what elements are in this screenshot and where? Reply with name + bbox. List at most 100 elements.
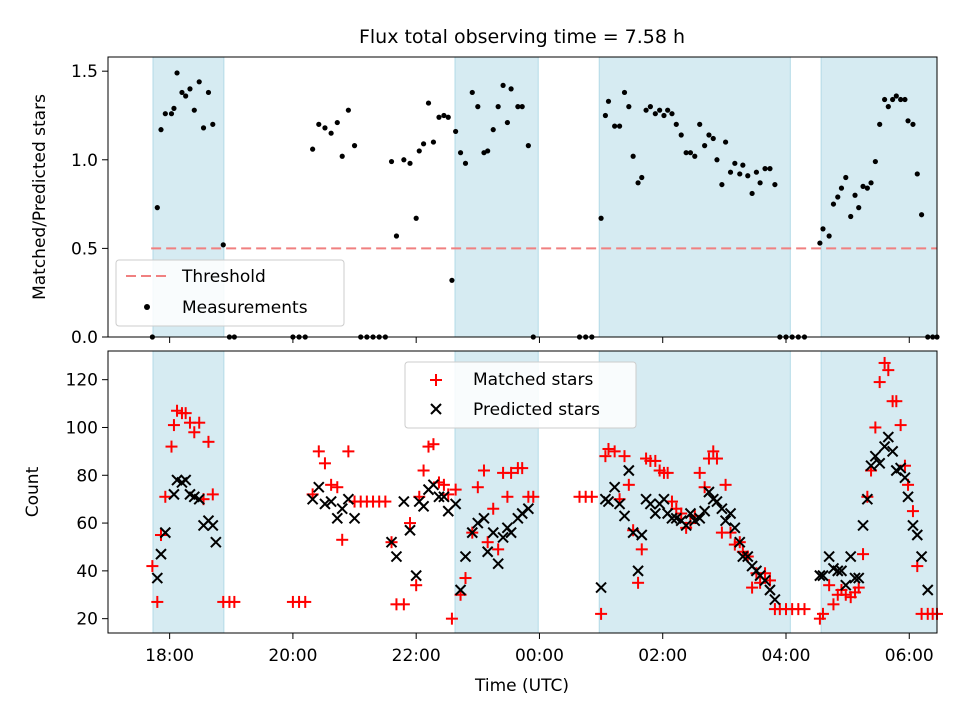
measurement-point: [872, 158, 878, 165]
measurement-point: [179, 89, 185, 96]
y-tick-label: 80: [76, 466, 98, 486]
matched-point: [342, 445, 355, 458]
measurement-point: [669, 111, 675, 117]
matched-point: [228, 595, 241, 608]
bottom-legend: Matched stars Predicted stars: [404, 361, 637, 429]
predicted-point: [207, 519, 219, 532]
measurement-point: [626, 104, 632, 110]
measurement-point: [914, 171, 920, 177]
measurement-point: [200, 125, 207, 131]
predicted-point: [840, 579, 852, 591]
matched-point: [890, 395, 903, 408]
measurement-point: [722, 139, 729, 145]
matched-point: [754, 576, 767, 589]
predicted-point: [711, 495, 723, 508]
matched-point: [397, 598, 410, 611]
matched-point: [165, 440, 178, 453]
matched-point: [857, 548, 870, 561]
matched-point: [693, 466, 706, 479]
measurement-point: [425, 100, 432, 106]
measurement-point: [453, 128, 459, 135]
matched-point: [595, 607, 608, 620]
measurement-point: [757, 180, 763, 186]
matched-point: [527, 490, 540, 503]
predicted-point: [492, 557, 504, 570]
measurement-point: [687, 150, 694, 156]
predicted-point: [438, 491, 450, 503]
predicted-point: [853, 572, 865, 584]
predicted-point: [644, 498, 657, 510]
predicted-point: [693, 512, 706, 524]
measurement-point: [652, 111, 658, 117]
matched-point: [188, 426, 201, 439]
matched-point: [492, 543, 505, 556]
measurement-point: [817, 240, 823, 246]
matched-point: [146, 560, 159, 573]
y-tick-label: 60: [76, 514, 98, 534]
predicted-point: [410, 569, 422, 582]
measurement-point: [838, 185, 845, 191]
predicted-point: [623, 464, 635, 477]
matched-point: [487, 502, 500, 515]
predicted-point: [481, 546, 494, 558]
matched-point: [481, 536, 494, 549]
y-tick-label: 0.5: [71, 239, 98, 259]
ratio-panel: 0.0 0.5 1.0 1.5 Matched/Predicted stars Thr…: [30, 56, 940, 348]
measurement-point: [772, 181, 778, 188]
measurement-point: [345, 107, 351, 113]
matched-point: [869, 421, 882, 434]
measurement-point: [706, 132, 712, 138]
predicted-point: [886, 445, 899, 458]
legend-matched-swatch: [430, 374, 442, 386]
x-tick-label: 00:00: [515, 646, 564, 666]
measurement-point: [710, 135, 716, 142]
measurement-point: [860, 183, 866, 189]
predicted-point: [636, 529, 648, 541]
predicted-point: [861, 493, 874, 505]
measurement-point: [697, 121, 703, 127]
predicted-point: [698, 505, 711, 517]
measurement-point: [702, 143, 708, 149]
matched-point: [167, 419, 180, 432]
measurement-point: [407, 160, 413, 166]
measurement-point: [885, 104, 891, 110]
matched-point: [159, 490, 172, 503]
y-tick-label: 120: [66, 371, 98, 391]
measurement-point: [183, 93, 189, 99]
matched-point: [719, 478, 732, 491]
bottom-y-axis-label: Count: [23, 466, 43, 517]
predicted-point: [602, 495, 615, 508]
matched-point: [437, 478, 450, 491]
measurement-point: [898, 96, 904, 103]
predicted-point: [151, 572, 164, 584]
measurement-point: [745, 173, 751, 179]
matched-point: [746, 581, 759, 594]
matched-point: [459, 572, 472, 585]
measurement-point: [316, 121, 322, 127]
predicted-point: [313, 481, 325, 493]
measurement-point: [856, 205, 862, 211]
matched-point: [894, 419, 907, 432]
predicted-point: [849, 572, 861, 584]
matched-point: [632, 576, 645, 589]
measurement-point: [621, 89, 628, 96]
predicted-stars-series: [151, 431, 934, 606]
measurement-point: [205, 89, 212, 96]
measurement-point: [616, 123, 623, 129]
x-tick-label: 22:00: [392, 646, 441, 666]
predicted-point: [155, 548, 167, 560]
matched-point: [823, 579, 836, 592]
measurement-point: [339, 153, 345, 159]
predicted-point: [857, 519, 869, 532]
predicted-point: [306, 493, 319, 505]
measurement-point: [683, 150, 689, 156]
measurement-point: [890, 96, 896, 103]
measurement-point: [665, 107, 671, 113]
x-axis-label: Time (UTC): [474, 676, 569, 696]
matched-point: [599, 450, 612, 463]
predicted-point: [873, 457, 886, 470]
measurement-point: [393, 233, 400, 239]
measurement-point: [902, 96, 908, 103]
predicted-point: [319, 498, 331, 510]
predicted-point: [348, 512, 361, 524]
